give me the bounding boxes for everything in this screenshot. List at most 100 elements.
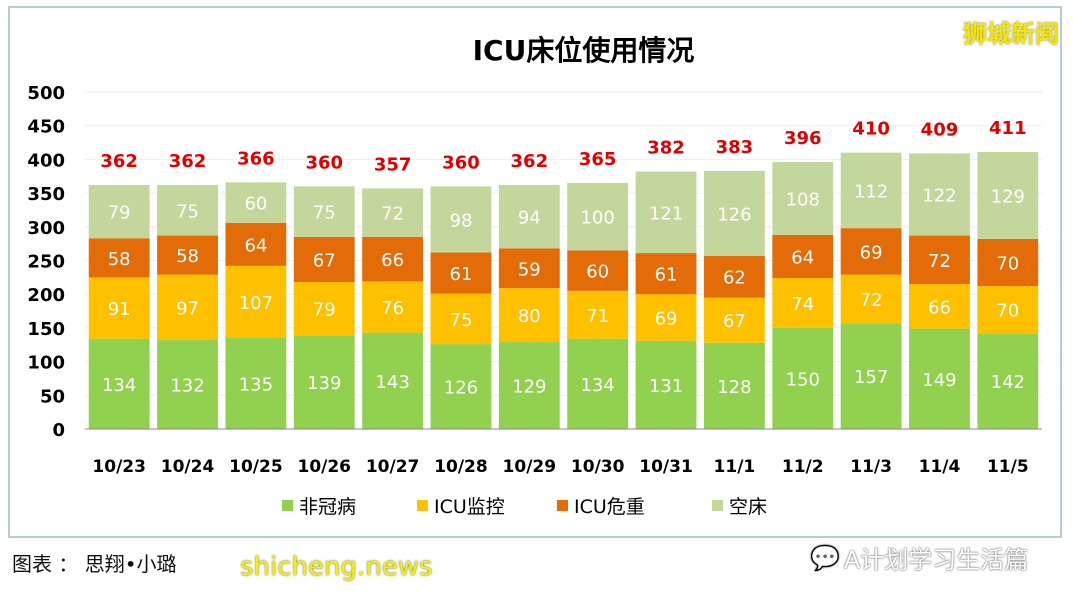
bar-segment <box>225 265 287 339</box>
y-tick-label: 100 <box>27 353 65 374</box>
total-label: 382 <box>647 138 685 159</box>
bar-segment <box>840 228 902 275</box>
data-label: 69 <box>655 308 678 329</box>
x-tick-label: 10/27 <box>366 457 420 477</box>
bar-segment <box>909 284 970 329</box>
data-label: 66 <box>381 250 404 271</box>
bar-segment <box>772 278 834 328</box>
data-label: 67 <box>313 250 336 271</box>
bar-segment <box>498 288 560 343</box>
x-tick-label: 10/28 <box>434 457 488 477</box>
data-label: 149 <box>922 370 956 391</box>
bar-segment <box>635 171 697 254</box>
data-label: 72 <box>928 251 951 272</box>
data-label: 72 <box>860 290 883 311</box>
bar-segment <box>498 185 560 249</box>
data-label: 143 <box>375 372 409 393</box>
bar-segment <box>909 328 970 429</box>
data-label: 69 <box>860 242 883 263</box>
x-tick-label: 11/5 <box>987 457 1029 477</box>
data-label: 142 <box>991 372 1025 393</box>
bar-segment <box>225 338 287 429</box>
y-tick-label: 50 <box>40 386 65 407</box>
bar-segment <box>157 235 218 275</box>
bar-segment <box>703 255 765 298</box>
bar-segment <box>362 332 424 429</box>
x-tick-label: 11/4 <box>919 457 961 477</box>
watermark-wechat: 💬 A计划学习生活篇 <box>810 540 1028 575</box>
legend-label: 空床 <box>729 496 767 518</box>
legend-label: ICU危重 <box>574 496 645 518</box>
data-label: 128 <box>717 377 751 398</box>
x-tick-label: 10/31 <box>639 457 693 477</box>
bar-segment <box>635 340 697 429</box>
y-tick-label: 450 <box>27 117 65 138</box>
chart-frame: ICU床位使用情况 0 50 100 150 200 250 300 350 400 450 500 1… <box>8 6 1062 538</box>
bar-segment <box>498 248 560 289</box>
bar-segment <box>362 236 424 282</box>
total-label: 411 <box>989 118 1027 139</box>
data-label: 122 <box>922 185 956 206</box>
data-label: 79 <box>313 300 336 321</box>
data-label: 61 <box>450 264 473 285</box>
x-tick-label: 10/29 <box>503 457 557 477</box>
x-tick-label: 10/25 <box>229 457 283 477</box>
data-label: 150 <box>786 369 820 390</box>
y-tick-label: 350 <box>27 184 65 205</box>
bar-segment <box>977 151 1039 239</box>
y-tick-label: 250 <box>27 252 65 273</box>
x-tick-label: 10/24 <box>161 457 215 477</box>
bar-segment <box>430 252 492 294</box>
bar-segment <box>635 253 697 295</box>
x-tick-label: 10/23 <box>92 457 146 477</box>
watermark-wechat-text: A计划学习生活篇 <box>843 546 1029 574</box>
bar-segment <box>88 277 150 339</box>
data-label: 75 <box>176 201 199 222</box>
total-label: 362 <box>100 151 138 172</box>
y-tick-label: 0 <box>52 420 65 441</box>
data-label: 131 <box>649 376 683 397</box>
data-label: 100 <box>580 208 614 229</box>
total-label: 366 <box>237 148 275 169</box>
total-label: 362 <box>169 151 207 172</box>
data-label: 157 <box>854 367 888 388</box>
bar-segment <box>772 162 834 235</box>
data-label: 59 <box>518 259 541 280</box>
x-tick-label: 11/1 <box>714 457 756 477</box>
data-label: 70 <box>996 254 1019 275</box>
watermark-top: 狮城新闻 <box>963 20 1059 48</box>
data-label: 58 <box>108 249 131 270</box>
data-label: 135 <box>239 375 273 396</box>
data-label: 71 <box>586 306 609 327</box>
total-label: 396 <box>784 128 822 149</box>
bar-segment <box>567 182 629 251</box>
x-tick-label: 11/2 <box>782 457 824 477</box>
caption: 图表 ： 思翔•小璐 <box>12 552 177 576</box>
bar-segment <box>88 185 150 239</box>
data-label: 80 <box>518 306 541 327</box>
watermark-site: shicheng.news <box>240 552 433 582</box>
total-label: 360 <box>442 152 480 173</box>
data-label: 121 <box>649 203 683 224</box>
data-label: 72 <box>381 204 404 225</box>
data-label: 107 <box>239 293 273 314</box>
bar-segment <box>362 281 424 333</box>
y-tick-label: 500 <box>27 83 65 104</box>
data-label: 75 <box>313 203 336 224</box>
bar-segment <box>977 333 1039 429</box>
data-label: 112 <box>854 181 888 202</box>
bar-segment <box>840 323 902 429</box>
bar-segment <box>293 236 355 283</box>
x-tick-label: 11/3 <box>850 457 892 477</box>
legend-swatch <box>557 500 568 511</box>
data-label: 79 <box>108 203 131 224</box>
bar-segment <box>567 290 629 339</box>
data-label: 76 <box>381 298 404 319</box>
data-label: 67 <box>723 311 746 332</box>
bar-segment <box>225 182 287 223</box>
bar-segment <box>362 188 424 237</box>
bar-segment <box>225 222 287 266</box>
total-label: 357 <box>374 154 412 175</box>
bar-segment <box>157 340 218 429</box>
legend-swatch <box>712 500 723 511</box>
